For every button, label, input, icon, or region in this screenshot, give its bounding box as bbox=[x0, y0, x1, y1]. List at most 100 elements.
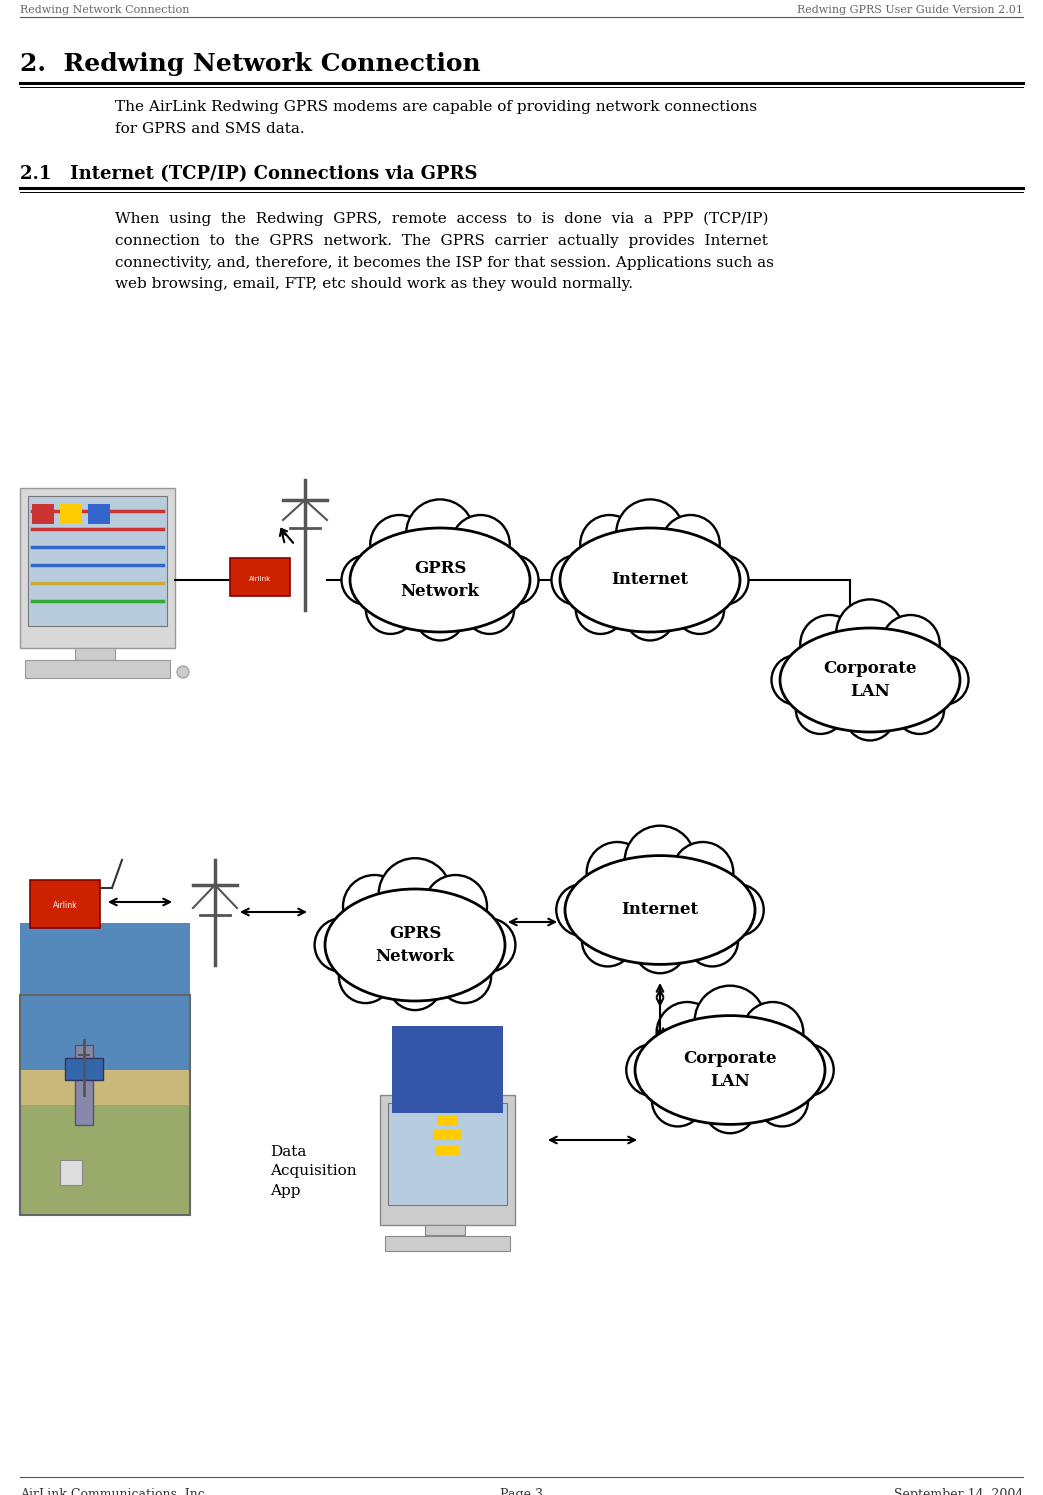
FancyBboxPatch shape bbox=[65, 1058, 103, 1079]
FancyBboxPatch shape bbox=[30, 881, 100, 928]
Circle shape bbox=[462, 918, 515, 972]
Text: Corporate
LAN: Corporate LAN bbox=[683, 1051, 777, 1090]
Text: Internet: Internet bbox=[611, 571, 688, 589]
Ellipse shape bbox=[560, 528, 739, 632]
FancyBboxPatch shape bbox=[60, 504, 82, 525]
Circle shape bbox=[695, 985, 766, 1057]
FancyBboxPatch shape bbox=[25, 659, 170, 679]
Circle shape bbox=[616, 499, 684, 567]
Circle shape bbox=[425, 875, 487, 937]
Ellipse shape bbox=[350, 528, 530, 632]
Circle shape bbox=[756, 1075, 808, 1126]
FancyBboxPatch shape bbox=[231, 558, 290, 597]
Circle shape bbox=[489, 555, 538, 604]
Text: Redwing GPRS User Guide Version 2.01: Redwing GPRS User Guide Version 2.01 bbox=[797, 4, 1023, 15]
FancyBboxPatch shape bbox=[425, 1224, 465, 1235]
FancyBboxPatch shape bbox=[388, 1103, 507, 1205]
FancyBboxPatch shape bbox=[20, 1105, 190, 1215]
FancyBboxPatch shape bbox=[28, 496, 167, 626]
Circle shape bbox=[315, 918, 368, 972]
Circle shape bbox=[712, 884, 763, 936]
Ellipse shape bbox=[334, 900, 496, 991]
FancyBboxPatch shape bbox=[385, 1236, 510, 1251]
Circle shape bbox=[625, 825, 696, 897]
Circle shape bbox=[626, 591, 675, 640]
Ellipse shape bbox=[569, 538, 731, 622]
Circle shape bbox=[919, 655, 969, 704]
Circle shape bbox=[626, 1044, 678, 1096]
Circle shape bbox=[582, 915, 633, 966]
Circle shape bbox=[556, 884, 608, 936]
Text: Page 3: Page 3 bbox=[500, 1488, 542, 1495]
Circle shape bbox=[388, 957, 441, 1011]
Ellipse shape bbox=[635, 1015, 825, 1124]
Circle shape bbox=[782, 1044, 833, 1096]
Circle shape bbox=[177, 665, 189, 679]
Circle shape bbox=[800, 614, 858, 674]
FancyBboxPatch shape bbox=[380, 1094, 515, 1224]
Circle shape bbox=[586, 842, 648, 903]
FancyBboxPatch shape bbox=[437, 1115, 457, 1126]
Circle shape bbox=[415, 591, 465, 640]
Circle shape bbox=[686, 915, 738, 966]
Ellipse shape bbox=[575, 866, 746, 954]
Circle shape bbox=[339, 949, 392, 1003]
Text: When  using  the  Redwing  GPRS,  remote  access  to  is  done  via  a  PPP  (TC: When using the Redwing GPRS, remote acce… bbox=[115, 212, 774, 292]
Circle shape bbox=[580, 514, 638, 574]
Text: GPRS
Network: GPRS Network bbox=[401, 561, 480, 599]
Circle shape bbox=[672, 842, 733, 903]
Text: GPRS
Network: GPRS Network bbox=[375, 925, 455, 964]
Circle shape bbox=[576, 585, 625, 634]
FancyBboxPatch shape bbox=[75, 647, 115, 659]
Ellipse shape bbox=[565, 855, 755, 964]
Circle shape bbox=[743, 1002, 803, 1063]
Circle shape bbox=[772, 655, 821, 704]
FancyBboxPatch shape bbox=[20, 922, 190, 1070]
FancyBboxPatch shape bbox=[20, 487, 175, 647]
Circle shape bbox=[675, 585, 724, 634]
Ellipse shape bbox=[645, 1026, 816, 1114]
Circle shape bbox=[552, 555, 601, 604]
Text: Corporate
LAN: Corporate LAN bbox=[823, 661, 917, 700]
Circle shape bbox=[704, 1081, 756, 1133]
Circle shape bbox=[438, 949, 491, 1003]
Circle shape bbox=[796, 685, 845, 734]
Circle shape bbox=[366, 585, 415, 634]
Ellipse shape bbox=[325, 890, 505, 1002]
Text: 2.1   Internet (TCP/IP) Connections via GPRS: 2.1 Internet (TCP/IP) Connections via GP… bbox=[20, 164, 478, 182]
Circle shape bbox=[895, 685, 944, 734]
Ellipse shape bbox=[789, 638, 951, 722]
FancyBboxPatch shape bbox=[32, 504, 54, 525]
FancyBboxPatch shape bbox=[392, 1026, 503, 1112]
Text: Redwing Network Connection: Redwing Network Connection bbox=[20, 4, 190, 15]
Circle shape bbox=[845, 691, 895, 740]
Text: Internet: Internet bbox=[622, 901, 699, 918]
Circle shape bbox=[661, 514, 720, 574]
Circle shape bbox=[836, 599, 904, 667]
Text: The AirLink Redwing GPRS modems are capable of providing network connections
for: The AirLink Redwing GPRS modems are capa… bbox=[115, 100, 757, 136]
Circle shape bbox=[341, 555, 391, 604]
Circle shape bbox=[465, 585, 514, 634]
Circle shape bbox=[657, 1002, 718, 1063]
FancyBboxPatch shape bbox=[60, 1160, 82, 1186]
Circle shape bbox=[634, 921, 686, 973]
Circle shape bbox=[881, 614, 940, 674]
Circle shape bbox=[343, 875, 406, 937]
Circle shape bbox=[699, 555, 749, 604]
Ellipse shape bbox=[780, 628, 960, 733]
FancyBboxPatch shape bbox=[433, 1130, 461, 1141]
Text: Data
Acquisition
App: Data Acquisition App bbox=[270, 1145, 357, 1197]
Circle shape bbox=[370, 514, 429, 574]
FancyBboxPatch shape bbox=[88, 504, 110, 525]
FancyBboxPatch shape bbox=[435, 1145, 459, 1156]
Text: 2.  Redwing Network Connection: 2. Redwing Network Connection bbox=[20, 52, 481, 76]
Circle shape bbox=[452, 514, 510, 574]
Text: Airlink: Airlink bbox=[249, 576, 271, 582]
FancyBboxPatch shape bbox=[20, 996, 190, 1215]
Ellipse shape bbox=[359, 538, 522, 622]
FancyBboxPatch shape bbox=[20, 1142, 190, 1215]
Text: AirLink Communications, Inc.: AirLink Communications, Inc. bbox=[20, 1488, 209, 1495]
Circle shape bbox=[652, 1075, 704, 1126]
Text: September 14, 2004: September 14, 2004 bbox=[894, 1488, 1023, 1495]
FancyBboxPatch shape bbox=[75, 1045, 93, 1126]
